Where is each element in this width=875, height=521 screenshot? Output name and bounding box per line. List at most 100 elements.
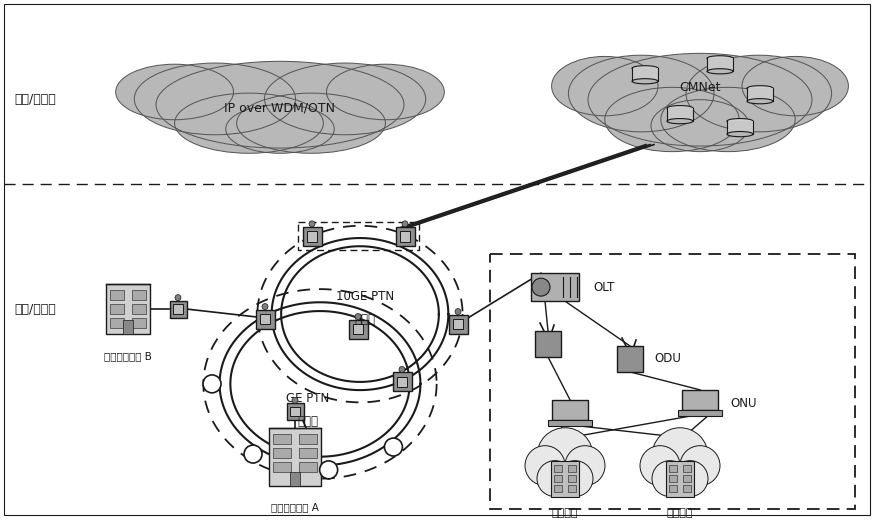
Circle shape xyxy=(455,308,461,315)
Bar xyxy=(298,222,419,250)
Text: 高端集团客户 B: 高端集团客户 B xyxy=(104,351,152,361)
Text: OLT: OLT xyxy=(593,281,614,294)
FancyBboxPatch shape xyxy=(707,58,733,71)
Bar xyxy=(173,304,183,314)
Ellipse shape xyxy=(326,64,444,120)
Circle shape xyxy=(355,314,361,319)
Text: 汇聚/接入层: 汇聚/接入层 xyxy=(14,303,56,316)
Bar xyxy=(260,314,270,324)
Bar xyxy=(617,346,643,372)
Circle shape xyxy=(557,461,593,497)
Ellipse shape xyxy=(569,55,714,132)
Circle shape xyxy=(402,221,408,227)
Bar xyxy=(683,465,691,472)
Bar xyxy=(400,231,410,242)
Text: 核心/骨干层: 核心/骨干层 xyxy=(14,93,56,106)
Circle shape xyxy=(652,428,708,483)
Bar xyxy=(393,373,411,391)
Ellipse shape xyxy=(156,61,404,148)
Text: 10GE PTN: 10GE PTN xyxy=(336,290,394,303)
Circle shape xyxy=(565,445,605,486)
Bar xyxy=(396,227,415,246)
Bar xyxy=(269,428,321,486)
Bar xyxy=(535,331,561,357)
Circle shape xyxy=(292,398,298,403)
Ellipse shape xyxy=(651,100,749,152)
Text: CMNet: CMNet xyxy=(679,81,721,94)
Bar xyxy=(132,318,146,328)
Circle shape xyxy=(652,461,688,497)
Bar xyxy=(307,231,318,242)
Bar xyxy=(273,433,291,444)
Bar xyxy=(286,403,304,420)
Bar xyxy=(683,475,691,481)
Ellipse shape xyxy=(742,56,849,116)
Bar xyxy=(396,377,407,387)
Bar xyxy=(551,461,579,497)
Circle shape xyxy=(262,304,268,309)
Bar xyxy=(490,254,855,508)
Circle shape xyxy=(399,366,405,373)
Ellipse shape xyxy=(727,119,753,123)
Circle shape xyxy=(672,461,708,497)
Bar xyxy=(554,475,562,481)
Circle shape xyxy=(537,428,593,483)
Circle shape xyxy=(175,295,181,301)
Bar xyxy=(273,462,291,472)
Text: IP over WDM/OTN: IP over WDM/OTN xyxy=(225,101,335,114)
Ellipse shape xyxy=(588,53,812,146)
Ellipse shape xyxy=(661,88,795,152)
Bar xyxy=(666,461,694,497)
Bar xyxy=(132,290,146,300)
Text: GE PTN: GE PTN xyxy=(286,392,330,405)
Bar xyxy=(449,315,467,333)
Ellipse shape xyxy=(605,88,739,152)
Bar xyxy=(353,324,363,334)
Bar xyxy=(170,301,186,318)
Text: 家庭客户: 家庭客户 xyxy=(667,508,693,518)
Bar xyxy=(255,309,275,329)
Ellipse shape xyxy=(134,63,296,135)
Ellipse shape xyxy=(727,131,753,137)
Circle shape xyxy=(244,445,262,463)
Circle shape xyxy=(640,445,680,486)
Text: 汇聚环: 汇聚环 xyxy=(354,313,375,326)
Bar xyxy=(669,475,677,481)
Ellipse shape xyxy=(632,66,658,71)
Bar xyxy=(552,400,588,420)
Ellipse shape xyxy=(707,69,733,74)
Bar xyxy=(682,390,718,410)
Ellipse shape xyxy=(226,105,334,153)
Bar xyxy=(554,485,562,491)
Bar xyxy=(299,448,317,457)
Bar xyxy=(123,320,133,334)
Bar xyxy=(290,472,300,486)
Bar xyxy=(452,319,463,329)
Bar xyxy=(132,304,146,314)
Bar xyxy=(299,433,317,444)
Ellipse shape xyxy=(667,106,693,111)
Circle shape xyxy=(532,278,550,296)
Bar xyxy=(683,485,691,491)
Ellipse shape xyxy=(551,56,658,116)
Ellipse shape xyxy=(747,85,773,91)
Text: 集团客户: 集团客户 xyxy=(552,508,578,518)
Circle shape xyxy=(537,461,573,497)
Bar xyxy=(303,227,321,246)
Ellipse shape xyxy=(667,119,693,123)
Bar xyxy=(273,448,291,457)
Ellipse shape xyxy=(264,63,426,135)
Circle shape xyxy=(203,375,221,393)
Bar xyxy=(110,290,124,300)
Bar xyxy=(290,407,299,416)
Bar xyxy=(348,319,367,339)
Ellipse shape xyxy=(175,93,324,153)
Text: 接入环: 接入环 xyxy=(298,415,318,428)
Bar xyxy=(548,420,592,426)
Text: ONU: ONU xyxy=(730,398,757,411)
Bar xyxy=(669,465,677,472)
Ellipse shape xyxy=(686,55,831,132)
FancyBboxPatch shape xyxy=(727,121,753,134)
Text: ODU: ODU xyxy=(654,352,681,365)
Bar xyxy=(299,462,317,472)
